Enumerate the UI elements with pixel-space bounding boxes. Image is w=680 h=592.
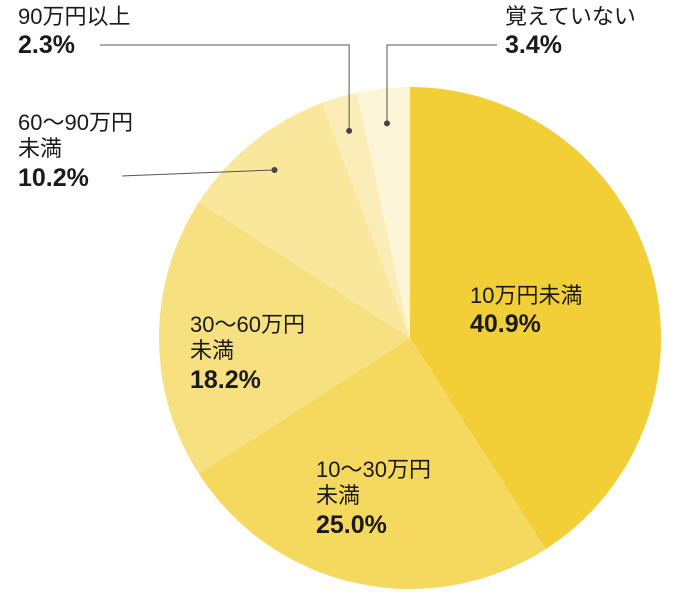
label-slice-2: 30〜60万円 未満 18.2%: [190, 312, 305, 395]
leader-dot-3: [271, 166, 278, 173]
label-slice-4: 90万円以上 2.3%: [18, 4, 130, 60]
label-slice-5-name: 覚えていない: [505, 4, 636, 29]
label-slice-0-value: 40.9%: [470, 310, 541, 339]
label-slice-1: 10〜30万円 未満 25.0%: [316, 457, 431, 540]
pie-slice-5: [356, 87, 410, 338]
label-slice-2-value: 18.2%: [190, 365, 261, 394]
pie-slice-3: [198, 102, 410, 338]
pie-slice-1: [198, 338, 546, 589]
pie-slice-4: [322, 92, 410, 338]
label-slice-0-name: 10万円未満: [470, 283, 583, 308]
leader-dot-4: [346, 127, 353, 134]
label-slice-1-name-line2: 未満: [316, 483, 361, 509]
label-slice-5: 覚えていない 3.4%: [505, 4, 636, 60]
leader-line-3: [121, 169, 275, 177]
leader-line-5: [386, 44, 497, 124]
label-slice-2-name-line1: 30〜60万円: [190, 312, 305, 337]
label-slice-1-name-line1: 10〜30万円: [316, 457, 431, 482]
label-slice-5-value: 3.4%: [505, 31, 562, 60]
label-slice-3-name-line2: 未満: [18, 136, 63, 162]
label-slice-2-name-line2: 未満: [190, 338, 235, 364]
label-slice-3: 60〜90万円 未満 10.2%: [18, 110, 133, 193]
label-slice-3-name-line1: 60〜90万円: [18, 110, 133, 135]
label-slice-4-value: 2.3%: [18, 31, 75, 60]
label-slice-1-value: 25.0%: [316, 510, 387, 539]
pie-slice-0: [410, 87, 661, 550]
label-slice-0: 10万円未満 40.9%: [470, 283, 582, 339]
pie-slice-2: [159, 202, 410, 474]
leader-dot-5: [383, 120, 390, 127]
label-slice-3-value: 10.2%: [18, 163, 89, 192]
leader-line-4: [100, 44, 350, 131]
label-slice-4-name: 90万円以上: [18, 4, 131, 29]
